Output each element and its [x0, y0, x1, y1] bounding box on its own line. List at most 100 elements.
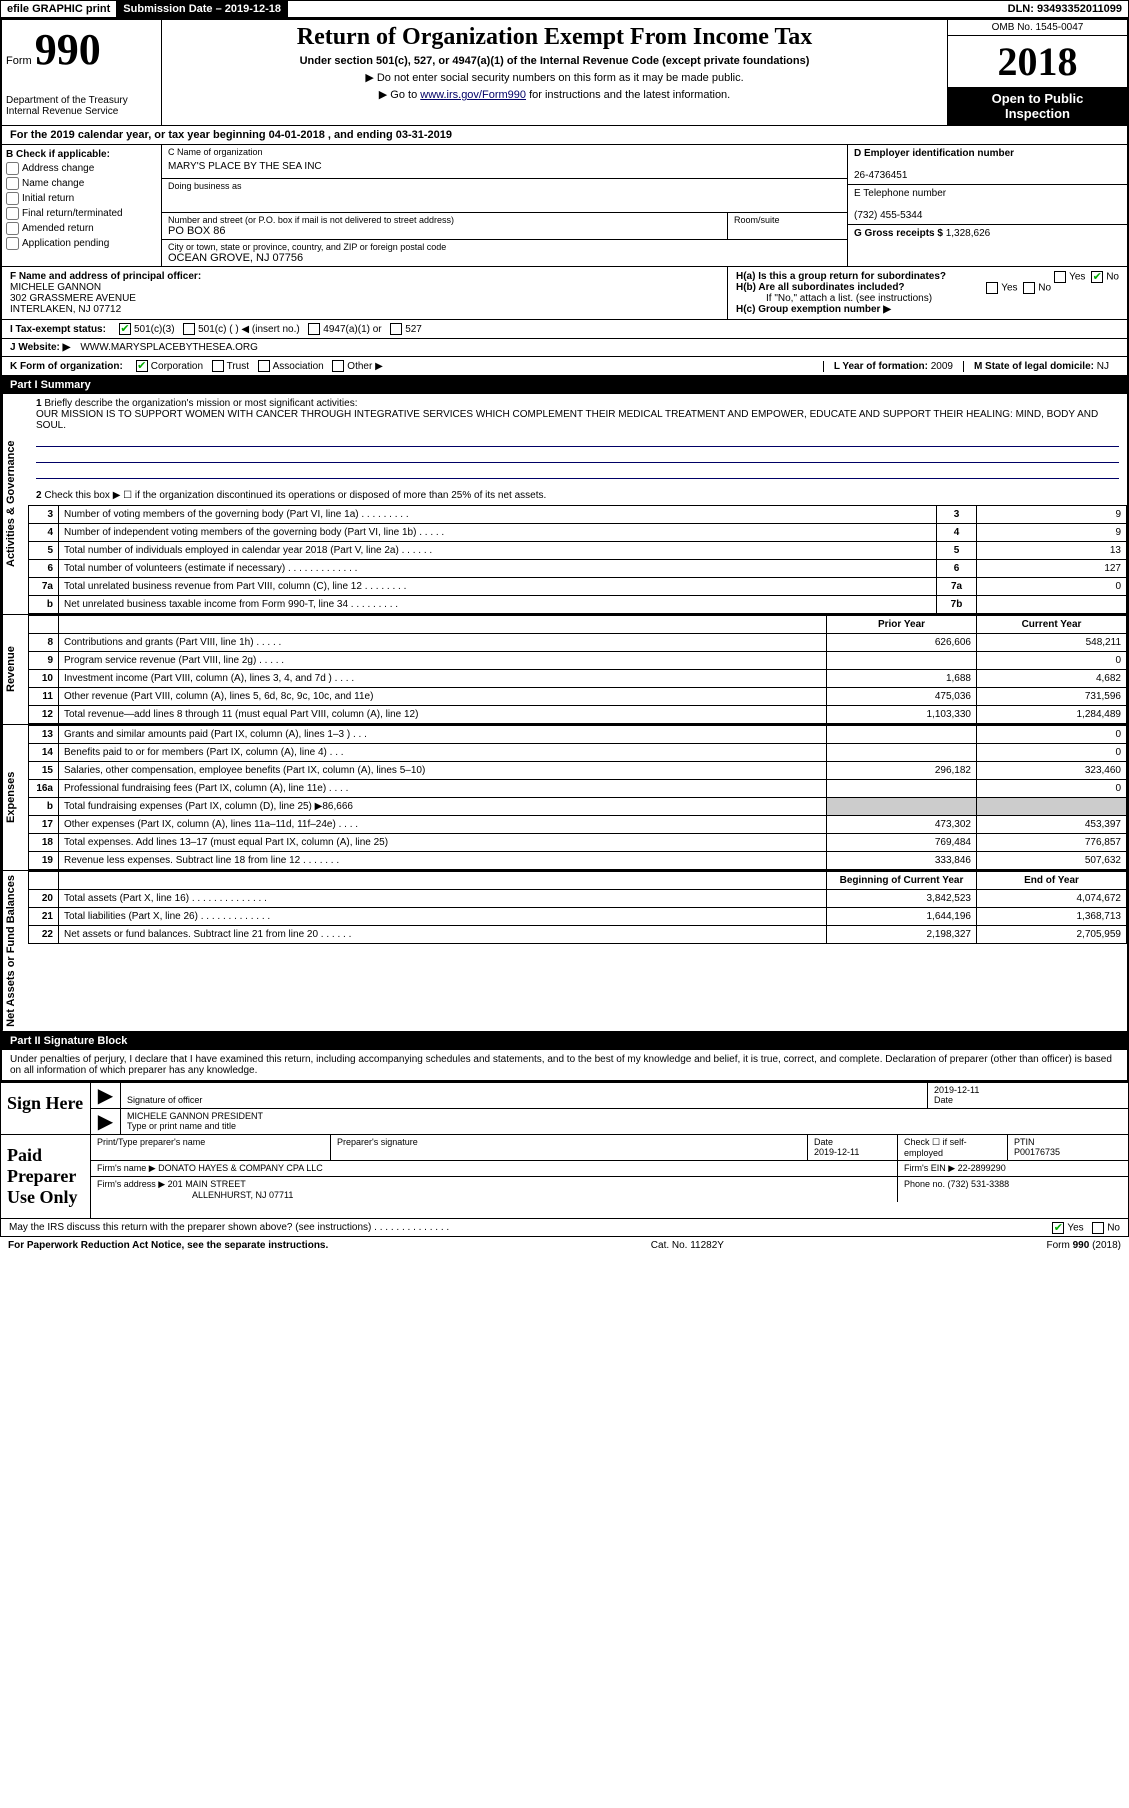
ha-yes[interactable]	[1054, 271, 1066, 283]
cb-trust[interactable]	[212, 360, 224, 372]
table-row: Prior YearCurrent Year	[29, 616, 1127, 634]
dba-label: Doing business as	[162, 179, 847, 193]
omb-number: OMB No. 1545-0047	[948, 20, 1127, 36]
cb-assoc[interactable]	[258, 360, 270, 372]
footer-right: Form 990 (2018)	[1047, 1240, 1121, 1251]
net-label: Net Assets or Fund Balances	[2, 871, 28, 1031]
room-suite: Room/suite	[727, 213, 847, 239]
open-public: Open to PublicInspection	[948, 87, 1127, 125]
right-info: D Employer identification number 26-4736…	[847, 145, 1127, 266]
firm-phone: Phone no. (732) 531-3388	[898, 1177, 1128, 1202]
table-row: 17Other expenses (Part IX, column (A), l…	[29, 816, 1127, 834]
street-address: Number and street (or P.O. box if mail i…	[162, 213, 727, 239]
preparer-selfemp[interactable]: Check ☐ if self-employed	[898, 1135, 1008, 1160]
cb-final-return[interactable]: Final return/terminated	[6, 207, 157, 220]
cb-527[interactable]	[390, 323, 402, 335]
section-h: H(a) Is this a group return for subordin…	[727, 267, 1127, 319]
table-row: 4Number of independent voting members of…	[29, 524, 1127, 542]
dba-value	[162, 193, 847, 212]
table-row: bTotal fundraising expenses (Part IX, co…	[29, 798, 1127, 816]
section-i: I Tax-exempt status: 501(c)(3) 501(c) ( …	[2, 320, 1127, 339]
section-b-label: B Check if applicable:	[6, 149, 110, 160]
form-word: Form	[6, 55, 32, 67]
section-klm: K Form of organization: Corporation Trus…	[2, 357, 1127, 376]
table-row: 7aTotal unrelated business revenue from …	[29, 578, 1127, 596]
form-header: Form 990 Department of the Treasury Inte…	[2, 20, 1127, 126]
city-address: City or town, state or province, country…	[162, 240, 847, 266]
irs-link[interactable]: www.irs.gov/Form990	[420, 89, 526, 101]
summary-gov: Activities & Governance 1 Briefly descri…	[2, 394, 1127, 615]
part-1-header: Part I Summary	[2, 376, 1127, 394]
form-number: 990	[35, 25, 101, 74]
discuss-yes[interactable]	[1052, 1222, 1064, 1234]
dept-1: Department of the Treasury	[6, 95, 157, 106]
preparer-signature[interactable]: Preparer's signature	[331, 1135, 808, 1160]
table-row: 9Program service revenue (Part VIII, lin…	[29, 652, 1127, 670]
part-2-header: Part II Signature Block	[2, 1032, 1127, 1050]
hb-yes[interactable]	[986, 282, 998, 294]
penalties-text: Under penalties of perjury, I declare th…	[2, 1050, 1127, 1081]
submission-date: Submission Date – 2019-12-18	[117, 1, 288, 17]
cb-address-change[interactable]: Address change	[6, 162, 157, 175]
website-value: WWW.MARYSPLACEBYTHESEA.ORG	[80, 342, 258, 353]
cb-name-change[interactable]: Name change	[6, 177, 157, 190]
cb-application-pending[interactable]: Application pending	[6, 237, 157, 250]
org-name: MARY'S PLACE BY THE SEA INC	[162, 159, 847, 178]
sign-here-label: Sign Here	[1, 1083, 91, 1134]
arrow-icon-2: ▶	[91, 1109, 121, 1134]
ha-no[interactable]	[1091, 271, 1103, 283]
table-row: 5Total number of individuals employed in…	[29, 542, 1127, 560]
section-g: G Gross receipts $ 1,328,626	[848, 225, 1127, 242]
form-title: Return of Organization Exempt From Incom…	[170, 24, 939, 51]
paid-preparer-block: Paid Preparer Use Only Print/Type prepar…	[0, 1135, 1129, 1219]
preparer-name: Print/Type preparer's name	[91, 1135, 331, 1160]
rev-label: Revenue	[2, 615, 28, 724]
cb-initial-return[interactable]: Initial return	[6, 192, 157, 205]
exp-label: Expenses	[2, 725, 28, 870]
form-main: Form 990 Department of the Treasury Inte…	[0, 18, 1129, 1083]
f-h-block: F Name and address of principal officer:…	[2, 267, 1127, 320]
table-row: 10Investment income (Part VIII, column (…	[29, 670, 1127, 688]
table-row: 8Contributions and grants (Part VIII, li…	[29, 634, 1127, 652]
table-row: 16aProfessional fundraising fees (Part I…	[29, 780, 1127, 798]
dln-label: DLN: 93493352011099	[1002, 1, 1128, 17]
section-m: M State of legal domicile: NJ	[963, 361, 1119, 372]
dept-2: Internal Revenue Service	[6, 106, 157, 117]
table-row: 21Total liabilities (Part X, line 26) . …	[29, 908, 1127, 926]
hb-no[interactable]	[1023, 282, 1035, 294]
arrow-icon: ▶	[91, 1083, 121, 1108]
section-c: C Name of organization MARY'S PLACE BY T…	[162, 145, 847, 266]
firm-address: Firm's address ▶ 201 MAIN STREETALLENHUR…	[91, 1177, 898, 1202]
cb-4947[interactable]	[308, 323, 320, 335]
paid-preparer-label: Paid Preparer Use Only	[1, 1135, 91, 1218]
cb-501c3[interactable]	[119, 323, 131, 335]
gov-table: 3Number of voting members of the governi…	[28, 505, 1127, 614]
section-l: L Year of formation: 2009	[823, 361, 963, 372]
table-row: 15Salaries, other compensation, employee…	[29, 762, 1127, 780]
efile-button[interactable]: efile GRAPHIC print	[1, 1, 117, 17]
table-row: Beginning of Current YearEnd of Year	[29, 872, 1127, 890]
cb-amended-return[interactable]: Amended return	[6, 222, 157, 235]
officer-signature[interactable]: Signature of officer	[121, 1083, 928, 1108]
sign-block: Sign Here ▶ Signature of officer 2019-12…	[0, 1083, 1129, 1135]
footer-center: Cat. No. 11282Y	[651, 1240, 724, 1251]
sign-date: 2019-12-11Date	[928, 1083, 1128, 1108]
title-cell: Return of Organization Exempt From Incom…	[162, 20, 947, 125]
summary-rev: Revenue Prior YearCurrent Year8Contribut…	[2, 615, 1127, 725]
summary-exp: Expenses 13Grants and similar amounts pa…	[2, 725, 1127, 871]
line-2: 2 Check this box ▶ ☐ if the organization…	[28, 486, 1127, 505]
cb-corp[interactable]	[136, 360, 148, 372]
table-row: 22Net assets or fund balances. Subtract …	[29, 926, 1127, 944]
cb-501c[interactable]	[183, 323, 195, 335]
section-f: F Name and address of principal officer:…	[2, 267, 727, 319]
top-bar: efile GRAPHIC print Submission Date – 20…	[0, 0, 1129, 18]
preparer-date: Date2019-12-11	[808, 1135, 898, 1160]
cb-other[interactable]	[332, 360, 344, 372]
section-e: E Telephone number (732) 455-5344	[848, 185, 1127, 225]
discuss-row: May the IRS discuss this return with the…	[0, 1219, 1129, 1237]
section-j: J Website: ▶ WWW.MARYSPLACEBYTHESEA.ORG	[2, 339, 1127, 357]
discuss-no[interactable]	[1092, 1222, 1104, 1234]
exp-table: 13Grants and similar amounts paid (Part …	[28, 725, 1127, 870]
form-subtitle-3: ▶ Go to www.irs.gov/Form990 for instruct…	[170, 88, 939, 101]
form-number-cell: Form 990 Department of the Treasury Inte…	[2, 20, 162, 125]
